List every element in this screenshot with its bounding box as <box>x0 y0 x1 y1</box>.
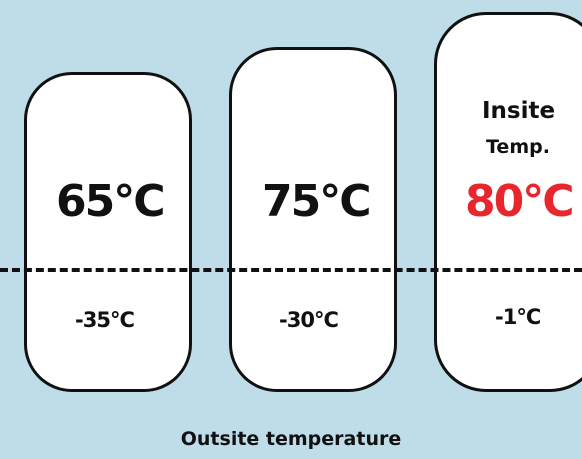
inside-label-line-1: Insite <box>482 98 556 124</box>
inside-temp-3: 80°C <box>465 176 575 227</box>
temperature-capsule-1 <box>24 72 192 392</box>
outside-temp-2: -30°C <box>279 308 339 332</box>
dashed-divider <box>0 268 582 272</box>
inside-label-line-2: Temp. <box>486 136 550 158</box>
outside-temp-1: -35°C <box>75 308 135 332</box>
temperature-capsule-3 <box>434 12 582 392</box>
footer-label: Outsite temperature <box>180 428 402 450</box>
inside-temp-1: 65°C <box>56 176 166 227</box>
temperature-capsule-2 <box>229 47 397 392</box>
inside-temp-2: 75°C <box>262 176 372 227</box>
outside-temp-3: -1°C <box>495 305 541 329</box>
